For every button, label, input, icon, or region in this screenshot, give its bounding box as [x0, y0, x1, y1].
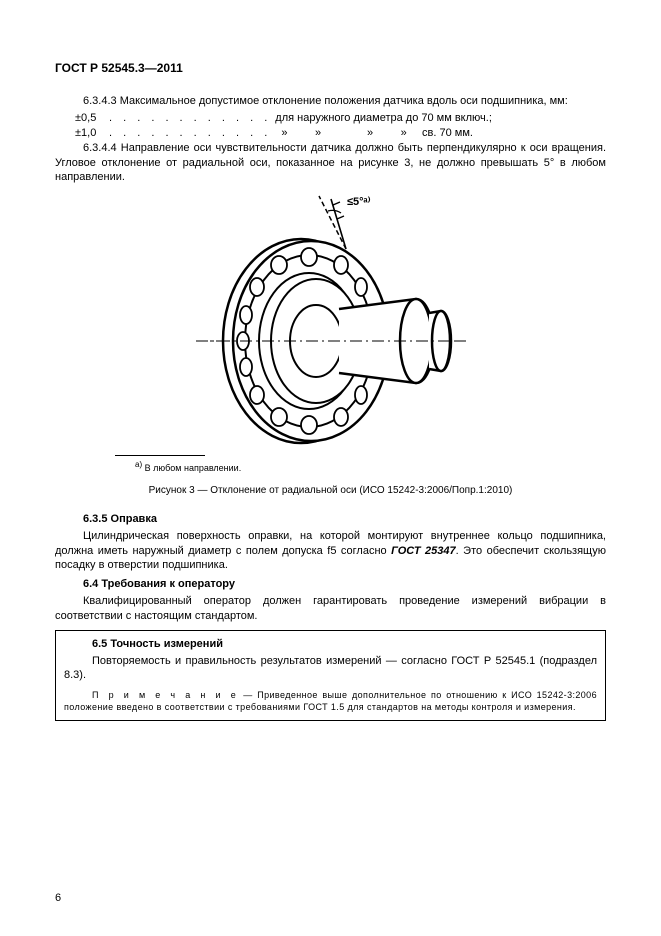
gost-ref: ГОСТ 25347: [391, 545, 455, 557]
figure-3: ≤5°ᵃ⁾: [55, 191, 606, 451]
section-65-box: 6.5 Точность измерений Повторяемость и п…: [55, 630, 606, 721]
tol2-value: ±1,0: [75, 126, 105, 141]
tol1-value: ±0,5: [75, 111, 105, 126]
footnote-text: В любом направлении.: [145, 463, 242, 473]
section-65-body: Повторяемость и правильность результатов…: [64, 654, 597, 684]
footnote-mark: a): [135, 460, 142, 469]
bearing-diagram-svg: ≤5°ᵃ⁾: [191, 191, 471, 451]
section-64-head: 6.4 Требования к оператору: [55, 577, 606, 592]
figure-caption: Рисунок 3 — Отклонение от радиальной оси…: [55, 484, 606, 498]
section-64-body: Квалифицированный оператор должен гарант…: [55, 594, 606, 624]
tol1-text: для наружного диаметра до 70 мм включ.;: [275, 111, 492, 126]
footnote: a) В любом направлении.: [135, 460, 606, 474]
para-6344: 6.3.4.4 Направление оси чувствительности…: [55, 141, 606, 186]
angle-label: ≤5°ᵃ⁾: [347, 196, 371, 208]
tol2-dots: . . . . . . . . . . . .: [109, 126, 271, 141]
section-65-head: 6.5 Точность измерений: [64, 637, 597, 652]
tol1-dots: . . . . . . . . . . . .: [109, 111, 271, 126]
section-635-body: Цилиндрическая поверхность оправки, на к…: [55, 529, 606, 574]
document-header: ГОСТ Р 52545.3—2011: [55, 60, 606, 76]
para-6343: 6.3.4.3 Максимальное допустимое отклонен…: [55, 94, 606, 109]
tol2-text: » » » » св. 70 мм.: [275, 126, 473, 141]
footnote-rule: [115, 455, 205, 456]
tolerance-line-2: ±1,0 . . . . . . . . . . . . » » » » св.…: [75, 126, 606, 141]
page-number: 6: [55, 891, 61, 906]
tolerance-line-1: ±0,5 . . . . . . . . . . . . для наружно…: [75, 111, 606, 126]
note-label: П р и м е ч а н и е: [92, 690, 239, 700]
section-65-note: П р и м е ч а н и е — Приведенное выше д…: [64, 689, 597, 713]
section-635-head: 6.3.5 Оправка: [55, 512, 606, 527]
